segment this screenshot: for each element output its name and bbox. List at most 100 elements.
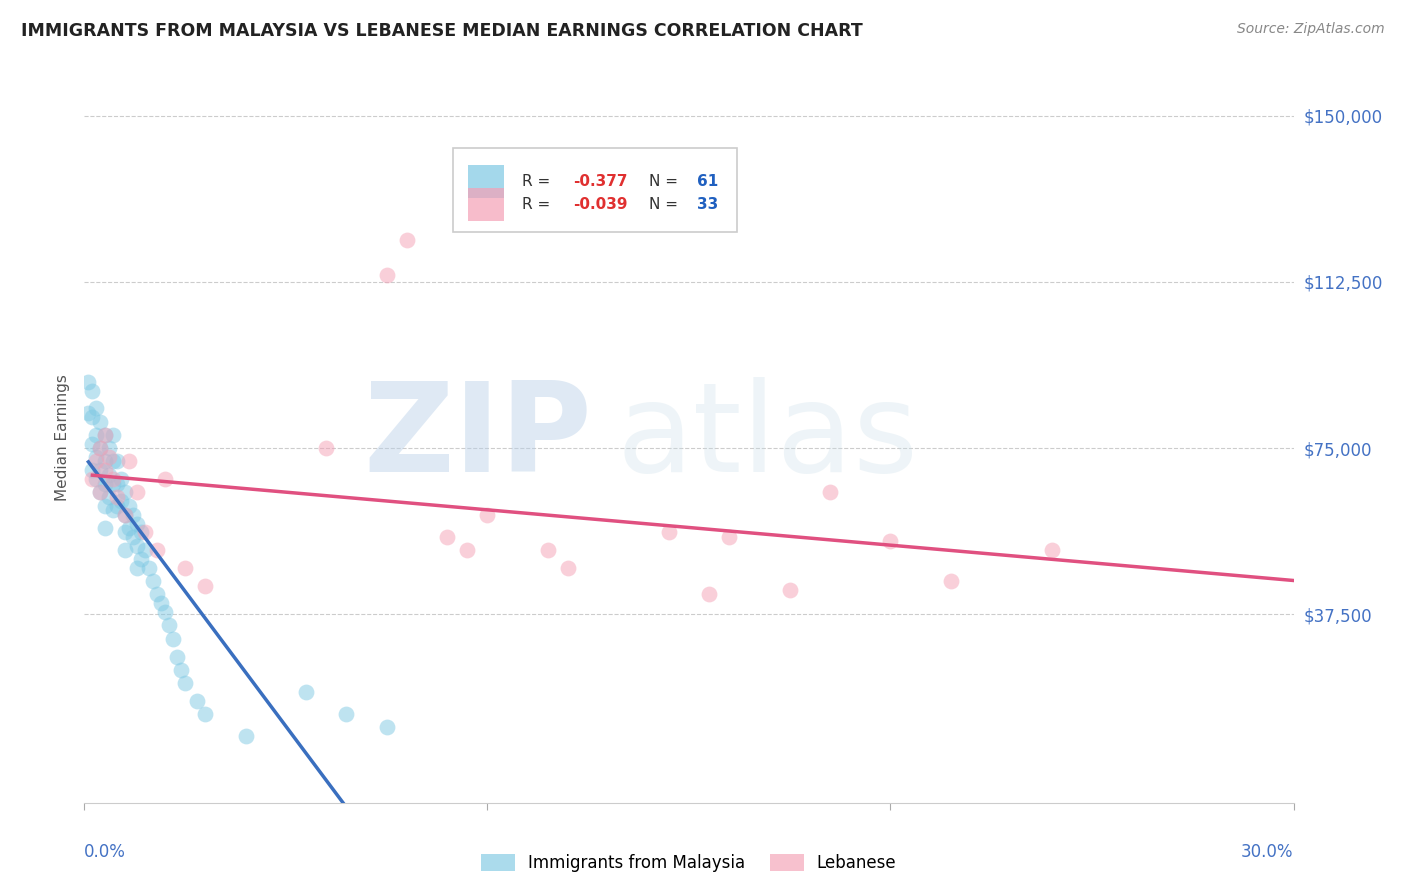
Text: 61: 61 [697,174,718,189]
Y-axis label: Median Earnings: Median Earnings [55,374,70,500]
Point [93,499,115,513]
Point [153,605,176,619]
Point [105,476,128,491]
Point [477,508,499,522]
Point [101,472,124,486]
Point [436,530,458,544]
Point [101,503,124,517]
Text: R =: R = [522,197,555,212]
Point [456,543,478,558]
Point [129,552,152,566]
Point [110,494,132,508]
Point [97,490,120,504]
Point [818,485,841,500]
Point [146,543,169,558]
Point [82,463,104,477]
Point [557,561,579,575]
Legend: Immigrants from Malaysia, Lebanese: Immigrants from Malaysia, Lebanese [475,847,903,879]
Text: 0.0%: 0.0% [84,843,127,861]
Point [82,472,104,486]
Point [335,707,357,722]
Point [295,685,318,699]
Point [939,574,962,589]
Point [93,454,115,468]
Point [118,454,141,468]
Point [86,472,108,486]
Point [89,415,111,429]
Point [537,543,560,558]
Point [97,467,120,482]
Bar [468,188,503,221]
Point [82,384,104,398]
Point [375,268,398,283]
Point [879,534,901,549]
Point [110,472,132,486]
Point [105,490,128,504]
Point [149,596,172,610]
Point [174,561,197,575]
Point [125,539,148,553]
Point [86,454,108,468]
Point [114,508,136,522]
Point [315,441,337,455]
Point [235,729,257,743]
Point [86,401,108,416]
Point [89,463,111,477]
Point [125,561,148,575]
Point [114,543,136,558]
Point [153,472,176,486]
Point [174,676,197,690]
Point [697,587,720,601]
Point [97,450,120,464]
Text: -0.377: -0.377 [572,174,627,189]
Point [105,454,128,468]
Text: N =: N = [650,197,683,212]
Point [82,436,104,450]
Text: Source: ZipAtlas.com: Source: ZipAtlas.com [1237,22,1385,37]
Point [718,530,741,544]
Point [114,508,136,522]
Point [93,428,115,442]
Point [89,485,111,500]
Point [118,521,141,535]
Point [134,543,156,558]
Point [101,476,124,491]
Point [97,441,120,455]
Point [1040,543,1063,558]
Text: R =: R = [522,174,555,189]
Point [93,428,115,442]
Point [658,525,681,540]
Point [162,632,184,646]
Point [170,663,193,677]
Point [89,441,111,455]
Point [779,582,801,597]
Point [146,587,169,601]
Point [121,508,143,522]
Text: -0.039: -0.039 [572,197,627,212]
Point [114,525,136,540]
Point [114,485,136,500]
Point [138,561,160,575]
Point [121,530,143,544]
Point [101,454,124,468]
Point [125,516,148,531]
Bar [468,165,503,198]
FancyBboxPatch shape [453,148,737,232]
Text: ZIP: ZIP [364,376,592,498]
Point [157,618,180,632]
Point [166,649,188,664]
Point [93,521,115,535]
Point [89,485,111,500]
Point [395,233,418,247]
Point [93,463,115,477]
Point [105,499,128,513]
Point [82,410,104,425]
Point [125,485,148,500]
Point [86,428,108,442]
Point [142,574,165,589]
Text: 30.0%: 30.0% [1241,843,1294,861]
Point [93,476,115,491]
Text: atlas: atlas [616,376,918,498]
Point [186,694,208,708]
Point [118,499,141,513]
